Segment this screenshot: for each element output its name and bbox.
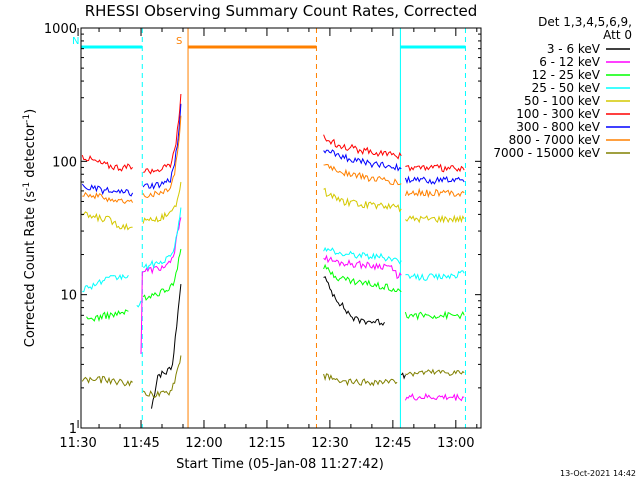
series-8-segment-0	[81, 375, 133, 387]
x-tick-label-0: 11:30	[59, 436, 96, 451]
legend-label-4: 50 - 100 keV	[524, 94, 601, 108]
series-7	[82, 115, 465, 204]
x-axis-label: Start Time (05-Jan-08 11:27:42)	[176, 457, 384, 472]
series-7-segment-3	[404, 187, 465, 199]
x-tick-label-4: 12:30	[311, 436, 348, 451]
series-3-segment-2	[143, 207, 182, 271]
series-4	[82, 181, 465, 231]
generation-timestamp: 13-Oct-2021 14:42	[560, 469, 636, 478]
y-tick-label-0: 1	[69, 422, 77, 437]
x-tick-label-5: 12:45	[374, 436, 411, 451]
legend-label-6: 300 - 800 keV	[516, 120, 600, 134]
y-tick-label-2: 100	[52, 155, 77, 170]
series-0-segment-1	[323, 276, 385, 326]
series-2	[86, 248, 465, 323]
series-8-segment-2	[323, 373, 398, 387]
series-6-segment-3	[404, 175, 465, 185]
series-4-segment-0	[82, 211, 133, 231]
series-5-segment-2	[323, 134, 402, 160]
legend-header-line-1: Det 1,3,4,5,6,9,	[538, 15, 632, 29]
series-8	[81, 355, 465, 398]
legend-header-line-2: Att 0	[603, 28, 632, 42]
series-3-segment-1	[136, 300, 142, 308]
series-1-segment-1	[323, 254, 402, 280]
legend-label-7: 800 - 7000 keV	[509, 133, 601, 147]
y-axis-label-sup1: -1	[22, 182, 32, 191]
chart-title: RHESSI Observing Summary Count Rates, Co…	[85, 2, 478, 20]
series-4-segment-2	[323, 187, 402, 213]
state-bar-label-1: S	[176, 36, 182, 47]
plot-frame	[80, 27, 482, 429]
series-1-segment-2	[404, 392, 465, 402]
series-6-segment-0	[81, 183, 134, 197]
series-6-segment-1	[142, 103, 182, 190]
series-1	[140, 217, 465, 402]
series-0-segment-0	[151, 284, 182, 409]
series-3	[82, 207, 465, 308]
series-2-segment-2	[323, 263, 402, 293]
series-8-segment-3	[405, 368, 465, 377]
series-3-segment-3	[323, 246, 402, 265]
x-tick-label-1: 11:45	[122, 436, 159, 451]
x-tick-label-6: 13:00	[437, 436, 474, 451]
series-0-segment-2	[400, 372, 406, 380]
series-4-segment-1	[142, 181, 182, 224]
legend-label-5: 100 - 300 keV	[516, 107, 600, 121]
legend-label-2: 12 - 25 keV	[532, 68, 601, 82]
series-5	[81, 93, 465, 175]
y-axis-label-end: )	[23, 109, 38, 114]
y-axis-label-sup2: -1	[22, 114, 32, 123]
y-tick-label-1: 10	[60, 289, 77, 304]
legend-label-1: 6 - 12 keV	[539, 55, 601, 69]
series-7-segment-2	[323, 163, 402, 186]
series-6-segment-2	[323, 149, 402, 172]
x-tick-label-2: 12:00	[185, 436, 222, 451]
series-7-segment-1	[142, 115, 182, 199]
legend-label-3: 25 - 50 keV	[532, 81, 601, 95]
series-0	[151, 276, 406, 409]
y-axis-label-mid: detector	[23, 122, 38, 182]
series-2-segment-1	[142, 248, 182, 301]
series-5-segment-0	[81, 154, 133, 172]
y-tick-label-3: 1000	[44, 22, 77, 37]
series-5-segment-3	[405, 163, 465, 173]
series-7-segment-0	[82, 191, 134, 204]
y-axis-label: Corrected Count Rate (s-1 detector-1)	[22, 109, 38, 347]
series-2-segment-0	[86, 309, 129, 323]
legend-label-8: 7000 - 15000 keV	[493, 146, 600, 160]
series-5-segment-1	[143, 93, 182, 175]
legend-label-0: 3 - 6 keV	[547, 42, 601, 56]
series-3-segment-0	[82, 273, 129, 293]
x-tick-label-3: 12:15	[248, 436, 285, 451]
state-bar-label-0: N	[72, 36, 79, 47]
y-axis-label-main: Corrected Count Rate (s	[23, 191, 38, 348]
series-4-segment-3	[405, 214, 465, 224]
series-8-segment-1	[142, 355, 182, 398]
series-3-segment-4	[405, 270, 465, 281]
series-1-segment-0	[140, 217, 182, 355]
series-6	[81, 103, 465, 197]
series-2-segment-3	[404, 310, 465, 321]
